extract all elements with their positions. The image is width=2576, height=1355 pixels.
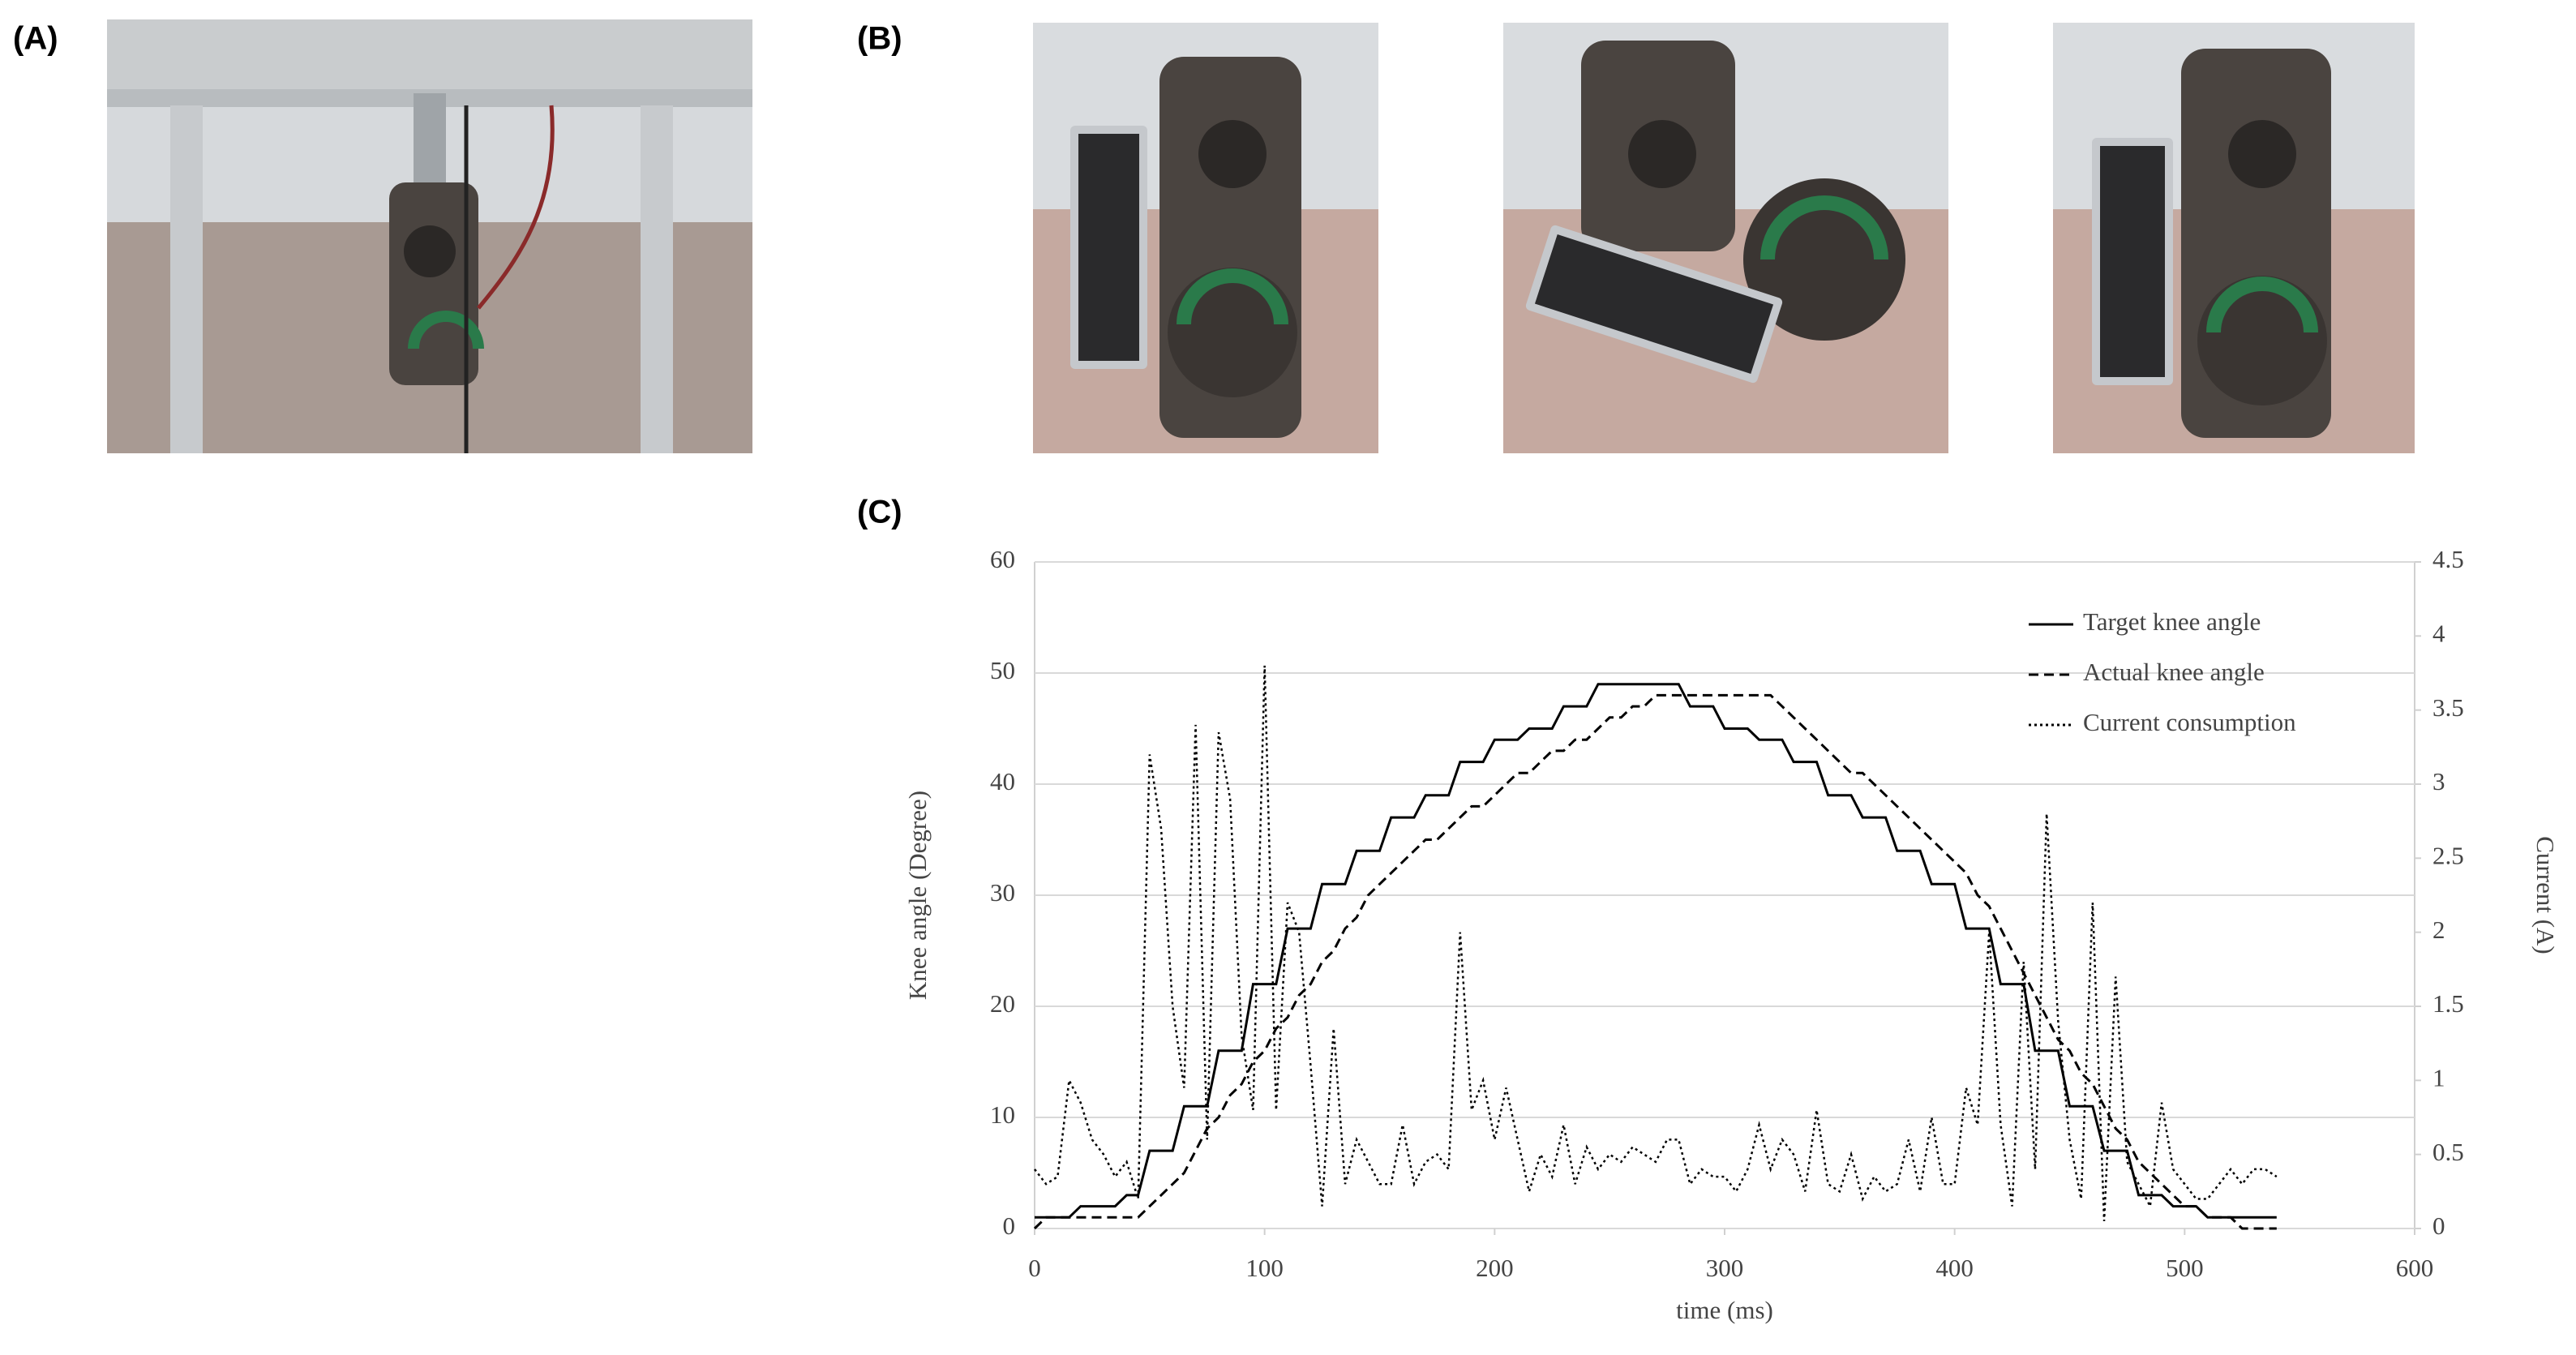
- y-tick-label: 40: [990, 767, 1015, 795]
- x-tick-label: 600: [2396, 1254, 2434, 1282]
- y2-tick-label: 1: [2432, 1063, 2445, 1091]
- photo-b1: [1033, 23, 1378, 453]
- y-axis-label: Knee angle (Degree): [903, 791, 932, 1000]
- y2-tick-label: 4.5: [2432, 545, 2464, 573]
- y2-tick-label: 0.5: [2432, 1138, 2464, 1166]
- x-tick-label: 0: [1028, 1254, 1041, 1282]
- y-tick-label: 50: [990, 656, 1015, 684]
- legend-label: Actual knee angle: [2083, 658, 2265, 686]
- y2-tick-label: 0: [2432, 1211, 2445, 1240]
- x-tick-label: 100: [1245, 1254, 1284, 1282]
- y-tick-label: 10: [990, 1100, 1015, 1129]
- y-tick-label: 20: [990, 989, 1015, 1018]
- data-line: [1035, 683, 2277, 1219]
- y-tick-label: 0: [1003, 1211, 1016, 1240]
- y2-tick-label: 3.5: [2432, 693, 2464, 722]
- y2-axis-label: Current (A): [2531, 836, 2560, 954]
- x-tick-label: 500: [2166, 1254, 2204, 1282]
- x-tick-label: 400: [1935, 1254, 1974, 1282]
- photo-a: [107, 19, 752, 453]
- panel-label: (A): [13, 21, 58, 57]
- y2-tick-label: 3: [2432, 767, 2445, 795]
- y2-tick-label: 2.5: [2432, 841, 2464, 869]
- data-line: [1034, 665, 2278, 1221]
- panel-label: (B): [857, 21, 902, 57]
- photo-b3: [2053, 23, 2415, 453]
- data-line: [1033, 693, 2277, 1230]
- legend-label: Target knee angle: [2083, 607, 2261, 636]
- y2-tick-label: 2: [2432, 915, 2445, 944]
- y2-tick-label: 4: [2432, 619, 2445, 647]
- y2-tick-label: 1.5: [2432, 989, 2464, 1018]
- x-axis-label: time (ms): [1676, 1296, 1773, 1324]
- photo-b2: [1503, 23, 1948, 453]
- y-tick-label: 30: [990, 878, 1015, 907]
- y-tick-label: 60: [990, 545, 1015, 573]
- legend-label: Current consumption: [2083, 708, 2296, 736]
- x-tick-label: 300: [1706, 1254, 1744, 1282]
- x-tick-label: 200: [1476, 1254, 1514, 1282]
- panel-label: (C): [857, 495, 902, 530]
